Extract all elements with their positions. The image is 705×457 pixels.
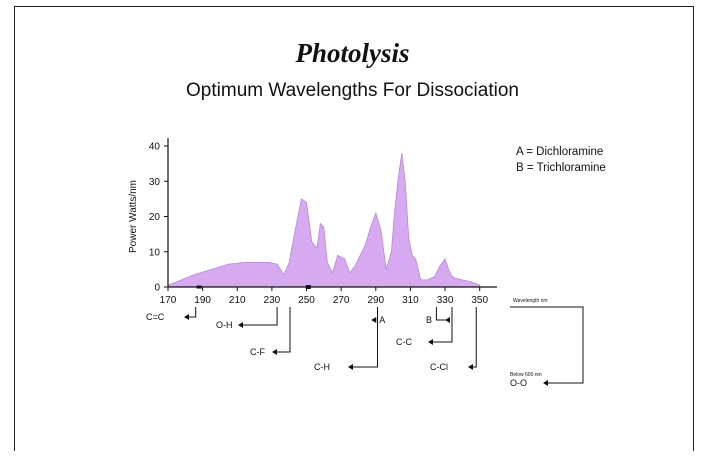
legend-entry-a: A = Dichloramine [516,146,604,158]
chart-title: Photolysis [295,38,410,68]
y-tick-label: 0 [154,283,160,294]
axes: 0 10 20 30 40 Power Watts/nm 170 190 210 230 250 27… [128,138,548,306]
annotation-oo: O-O [510,378,527,388]
annotation-c-c-line [430,307,453,343]
annotation-cf: C-F [250,347,265,357]
x-tick-label: 190 [194,295,211,306]
annotation-ccl: C-Cl [430,362,448,372]
annotation-b-arrow [445,317,450,323]
annotations: C=C O-H C-F C-H A B C-C C-Cl Below 600 nmO-O [146,306,584,388]
annotation-cf-line [274,307,291,353]
annotation-a-arrow [371,317,377,323]
x-tick-label: 270 [333,295,350,306]
x-tick-label: 210 [229,295,246,306]
y-tick-label: 20 [149,212,161,223]
annotation-c-c: C-C [396,337,412,347]
x-tick-label: 310 [402,295,419,306]
x-tick-label: 290 [367,295,384,306]
annotation-oh: O-H [216,320,233,330]
y-tick-label: 10 [149,247,161,258]
x-tick-label: 330 [437,295,454,306]
y-axis-title: Power Watts/nm [128,180,139,253]
annotation-cc-line [186,307,197,318]
baseline-marker [196,285,202,289]
annotation-ccl-arrow [468,364,473,370]
annotation-oo-arrow [543,380,548,386]
annotation-b: B [426,315,432,325]
legend-entry-b: B = Trichloramine [516,162,606,174]
chart-subtitle: Optimum Wavelengths For Dissociation [186,80,519,101]
y-tick-label: 30 [149,177,161,188]
annotation-ch-arrow [348,364,353,370]
plot-area [167,153,481,288]
annotation-cc-arrow [184,314,189,320]
annotation-oo-line [510,306,584,384]
area-series [167,153,481,288]
annotation-ccl-line [470,307,477,368]
y-tick-label: 40 [149,142,161,153]
slide-frame [14,6,694,451]
baseline-marker [305,285,311,289]
chart-legend: A = Dichloramine B = Trichloramine [516,144,606,176]
x-axis-title: Wavelength nm [513,298,548,304]
annotation-c-c-arrow [428,339,433,345]
annotation-oh-line [240,307,278,326]
annotation-oh-arrow [238,322,243,328]
annotation-b-line [435,307,446,321]
x-tick-label: 170 [160,295,177,306]
annotation-cf-arrow [272,349,277,355]
x-tick-label: 250 [298,295,315,306]
x-tick-label: 350 [471,295,488,306]
annotation-oo-note: Below 600 nm [510,372,542,378]
annotation-ch: C-H [314,362,330,372]
annotation-a: A [379,315,385,325]
x-tick-label: 230 [264,295,281,306]
annotation-ch-line [350,307,379,368]
annotation-cc-double: C=C [146,312,165,322]
